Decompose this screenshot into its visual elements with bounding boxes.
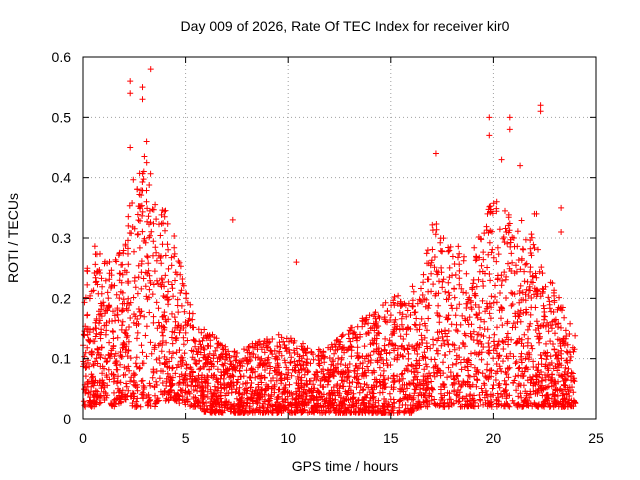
roti-outlier-point bbox=[432, 150, 439, 157]
roti-outlier-point bbox=[127, 78, 134, 85]
roti-outlier-point bbox=[533, 210, 540, 217]
roti-outlier-point bbox=[506, 114, 513, 121]
roti-outlier-point bbox=[506, 126, 513, 133]
plot-frame bbox=[82, 56, 597, 420]
x-tick-label: 10 bbox=[280, 430, 296, 446]
roti-outlier-point bbox=[517, 162, 524, 169]
x-axis-label: GPS time / hours bbox=[292, 458, 399, 474]
y-tick-label: 0.3 bbox=[52, 230, 72, 246]
roti-outlier-point bbox=[127, 90, 134, 97]
y-tick-label: 0 bbox=[63, 411, 71, 427]
data-points bbox=[80, 66, 579, 416]
roti-outlier-point bbox=[139, 96, 146, 103]
roti-outlier-point bbox=[558, 204, 565, 211]
chart-title: Day 009 of 2026, Rate Of TEC Index for r… bbox=[181, 18, 510, 34]
roti-outlier-point bbox=[486, 114, 493, 121]
roti-outlier-point bbox=[537, 102, 544, 109]
y-tick-label: 0.4 bbox=[52, 170, 72, 186]
roti-outlier-point bbox=[229, 216, 236, 223]
roti-outlier-point bbox=[293, 259, 300, 266]
roti-points bbox=[80, 153, 579, 416]
x-tick-label: 20 bbox=[486, 430, 502, 446]
y-tick-label: 0.1 bbox=[52, 351, 72, 367]
x-tick-label: 15 bbox=[383, 430, 399, 446]
y-tick-label: 0.2 bbox=[52, 290, 72, 306]
roti-outlier-point bbox=[139, 84, 146, 91]
y-tick-label: 0.6 bbox=[52, 49, 72, 65]
roti-outlier-point bbox=[127, 144, 134, 151]
roti-outlier-point bbox=[143, 138, 150, 145]
roti-outlier-point bbox=[486, 132, 493, 139]
y-axis-label: ROTI / TECUs bbox=[5, 193, 21, 283]
y-tick-label: 0.5 bbox=[52, 109, 72, 125]
y-tick-labels: 0 0.1 0.2 0.3 0.4 0.5 0.6 bbox=[52, 49, 72, 427]
roti-outlier-point bbox=[147, 66, 154, 73]
x-tick-label: 5 bbox=[182, 430, 190, 446]
roti-outlier-point bbox=[537, 108, 544, 115]
roti-outlier-point bbox=[498, 156, 505, 163]
roti-outlier-point bbox=[558, 228, 565, 235]
x-tick-labels: 0 5 10 15 20 25 bbox=[79, 430, 604, 446]
x-tick-label: 25 bbox=[588, 430, 604, 446]
x-tick-label: 0 bbox=[79, 430, 87, 446]
